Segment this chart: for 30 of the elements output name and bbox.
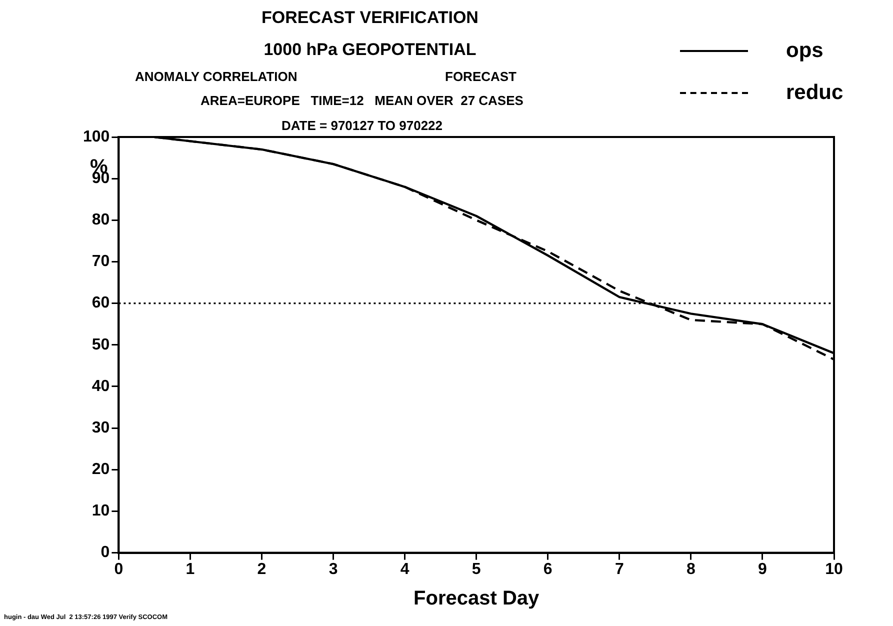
chart-subtitle: 1000 hPa GEOPOTENTIAL [262, 40, 478, 60]
y-tick-label: 0 [100, 544, 110, 562]
x-tick-label: 5 [472, 560, 481, 578]
text: AREA=EUROPE TIME=12 MEAN OVER 27 CASES [200, 93, 524, 108]
y-tick-label: 70 [92, 253, 110, 270]
x-tick-label: 1 [186, 560, 195, 578]
y-tick-label: 80 [92, 212, 110, 229]
x-tick-label: 8 [686, 560, 696, 578]
text: FORECAST [445, 69, 516, 84]
text: ANOMALY CORRELATION [135, 69, 298, 84]
y-tick-label: 60 [92, 294, 110, 312]
text: DATE = 970127 TO 970222 [281, 118, 443, 133]
y-tick-label: 30 [92, 419, 110, 436]
x-tick-label: 7 [614, 560, 624, 578]
y-tick-label: 40 [92, 378, 110, 395]
y-tick-label: 100 [82, 128, 110, 146]
x-tick-label: 3 [328, 560, 338, 578]
legend-label: ops [786, 39, 824, 63]
legend-label: reduc [786, 81, 844, 105]
y-tick-label: 10 [92, 502, 110, 520]
x-tick-label: 0 [114, 560, 124, 578]
x-tick-label: 9 [758, 560, 768, 578]
y-tick-label: 50 [92, 336, 110, 354]
x-tick-label: 2 [257, 560, 266, 578]
x-tick-label: 10 [825, 560, 843, 578]
x-tick-label: 6 [543, 560, 552, 578]
x-tick-label: 4 [400, 560, 410, 578]
chart-title: FORECAST VERIFICATION [260, 8, 480, 28]
y-tick-label: 20 [92, 461, 110, 478]
x-axis-title: Forecast Day [414, 588, 540, 610]
